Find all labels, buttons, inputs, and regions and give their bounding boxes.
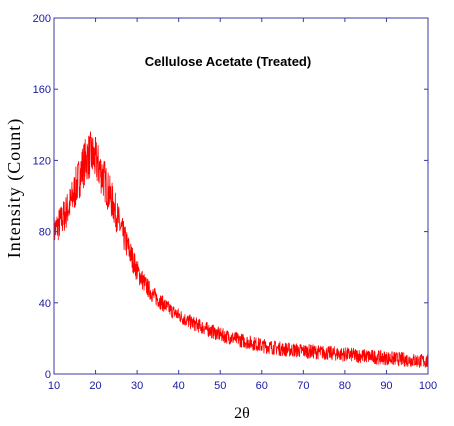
y-tick-label: 160 <box>33 84 51 96</box>
x-tick-label: 90 <box>380 380 392 392</box>
x-tick-label: 70 <box>297 380 309 392</box>
x-tick-label: 40 <box>173 380 185 392</box>
x-axis-title: 2θ <box>234 405 250 422</box>
x-tick-label: 10 <box>48 380 60 392</box>
x-tick-label: 100 <box>419 380 437 392</box>
plot-frame <box>53 17 429 375</box>
plot-area <box>53 131 429 368</box>
y-tick-label: 120 <box>33 155 51 167</box>
x-tick-label: 60 <box>256 380 268 392</box>
y-tick-label: 0 <box>45 369 51 381</box>
y-axis-title: Intensity (Count) <box>4 118 25 259</box>
x-tick-label: 50 <box>214 380 226 392</box>
x-tick-label: 30 <box>131 380 143 392</box>
x-tick-label: 80 <box>339 380 351 392</box>
axes: 10 20 30 40 50 60 70 80 90 100 0 40 80 120 160 200 <box>33 13 438 392</box>
x-tick-label: 20 <box>89 380 101 392</box>
y-tick-label: 40 <box>39 298 51 310</box>
y-tick-label: 80 <box>39 227 51 239</box>
y-tick-label: 200 <box>33 13 51 25</box>
series-trace-0 <box>53 131 429 368</box>
chart-title: Cellulose Acetate (Treated) <box>145 54 311 69</box>
